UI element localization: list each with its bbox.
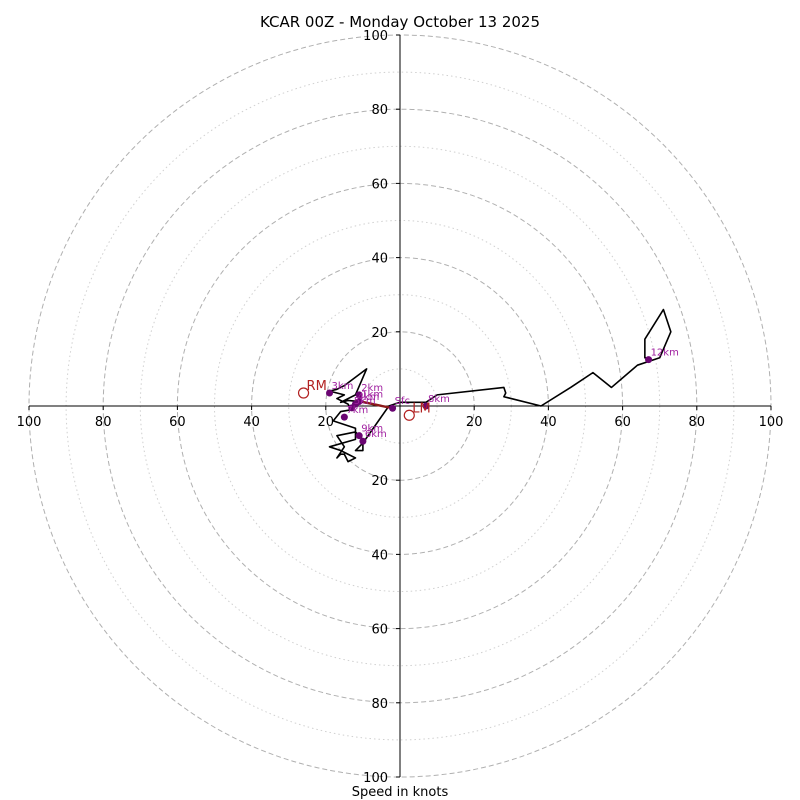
y-tick-label: 60 bbox=[371, 623, 388, 638]
height-label-4km: 4km bbox=[357, 392, 379, 403]
height-label-7km: 7km bbox=[346, 405, 368, 416]
y-tick-label: 20 bbox=[371, 474, 388, 489]
hodograph-line bbox=[328, 308, 672, 463]
x-tick-label: 100 bbox=[17, 415, 42, 430]
y-tick-label: 40 bbox=[371, 252, 388, 267]
height-marker-2km bbox=[355, 391, 363, 399]
height-label-2km: 2km bbox=[361, 383, 383, 394]
y-tick-label: 20 bbox=[371, 326, 388, 341]
y-tick-labels: 100 80 60 40 20 20 40 60 80 100 bbox=[363, 29, 400, 786]
storm-label-LM: LM bbox=[412, 401, 430, 416]
x-tick-label: 60 bbox=[169, 415, 186, 430]
y-tick-label: 60 bbox=[371, 177, 388, 192]
x-tick-label: 20 bbox=[466, 415, 483, 430]
x-tick-label: 100 bbox=[759, 415, 784, 430]
height-label-6km: 6km bbox=[365, 429, 387, 440]
height-marker-12km bbox=[645, 356, 653, 364]
height-label-8km: 8km bbox=[428, 394, 450, 405]
x-tick-label: 60 bbox=[614, 415, 631, 430]
height-label-3km: 3km bbox=[332, 381, 354, 392]
y-tick-label: 80 bbox=[371, 103, 388, 118]
storm-motion-LM bbox=[403, 409, 415, 421]
y-tick-label: 40 bbox=[371, 548, 388, 563]
storm-label-RM: RM bbox=[307, 379, 327, 394]
height-marker-5km bbox=[348, 404, 356, 412]
y-tick-label: 80 bbox=[371, 697, 388, 712]
y-tick-label: 100 bbox=[363, 771, 388, 786]
x-tick-label: 40 bbox=[243, 415, 260, 430]
height-label-9km: 9km bbox=[361, 424, 383, 435]
height-marker-8km bbox=[422, 402, 430, 410]
storm-motion-markers: RM LM bbox=[297, 379, 431, 421]
x-axis-label: Speed in knots bbox=[352, 785, 449, 800]
height-marker-Sfc bbox=[389, 404, 397, 412]
x-tick-labels: 100 80 60 40 20 20 40 60 80 100 bbox=[17, 406, 784, 430]
x-tick-label: 40 bbox=[540, 415, 557, 430]
height-label-Sfc: Sfc bbox=[395, 396, 410, 407]
storm-motion-RM bbox=[297, 387, 310, 399]
height-marker-7km bbox=[340, 413, 348, 421]
x-tick-label: 80 bbox=[689, 415, 706, 430]
y-tick-label: 100 bbox=[363, 29, 388, 44]
height-marker-3km bbox=[326, 389, 334, 397]
x-tick-label: 80 bbox=[95, 415, 112, 430]
height-label-1km: 1km bbox=[361, 390, 383, 401]
x-tick-label: 20 bbox=[318, 415, 335, 430]
height-label-12km: 12km bbox=[651, 348, 679, 359]
height-marker-6km bbox=[359, 437, 367, 445]
height-marker-9km bbox=[355, 432, 363, 440]
axes bbox=[29, 35, 771, 777]
height-label-5km: 5km bbox=[354, 396, 376, 407]
chart-title: KCAR 00Z - Monday October 13 2025 bbox=[260, 13, 540, 31]
